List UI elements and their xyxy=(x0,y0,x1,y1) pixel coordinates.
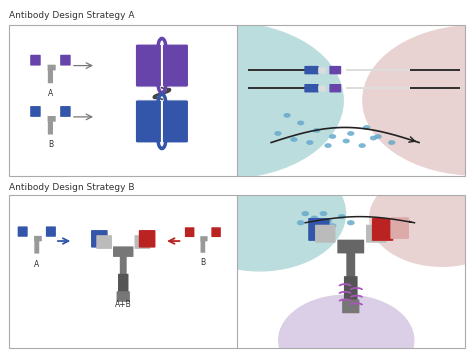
Circle shape xyxy=(324,219,332,224)
FancyBboxPatch shape xyxy=(372,218,393,241)
FancyBboxPatch shape xyxy=(318,86,326,92)
Circle shape xyxy=(313,128,320,133)
FancyBboxPatch shape xyxy=(308,218,329,241)
FancyBboxPatch shape xyxy=(34,241,39,253)
Circle shape xyxy=(278,295,414,355)
FancyBboxPatch shape xyxy=(139,230,155,247)
Circle shape xyxy=(374,134,382,139)
Circle shape xyxy=(306,140,313,145)
FancyBboxPatch shape xyxy=(34,236,42,241)
FancyBboxPatch shape xyxy=(391,217,409,239)
FancyBboxPatch shape xyxy=(47,65,56,70)
FancyBboxPatch shape xyxy=(30,106,41,117)
Circle shape xyxy=(283,113,291,118)
Circle shape xyxy=(297,120,304,125)
Circle shape xyxy=(297,220,305,225)
Text: A+B: A+B xyxy=(115,300,132,309)
FancyBboxPatch shape xyxy=(211,227,221,237)
Circle shape xyxy=(329,134,336,139)
FancyBboxPatch shape xyxy=(60,106,71,117)
Circle shape xyxy=(274,131,282,136)
FancyBboxPatch shape xyxy=(48,121,53,135)
Circle shape xyxy=(363,125,370,130)
FancyBboxPatch shape xyxy=(337,240,364,253)
Text: B: B xyxy=(201,258,205,267)
Circle shape xyxy=(324,143,332,148)
FancyBboxPatch shape xyxy=(185,227,194,237)
Bar xyxy=(248,69,305,71)
Circle shape xyxy=(388,140,395,145)
Circle shape xyxy=(362,25,474,176)
FancyBboxPatch shape xyxy=(136,100,162,143)
Circle shape xyxy=(107,22,344,179)
Circle shape xyxy=(370,136,377,141)
Text: Antibody Design Strategy A: Antibody Design Strategy A xyxy=(9,11,135,20)
FancyBboxPatch shape xyxy=(366,225,386,243)
FancyBboxPatch shape xyxy=(344,276,357,302)
FancyBboxPatch shape xyxy=(329,66,341,74)
Circle shape xyxy=(319,211,328,216)
FancyBboxPatch shape xyxy=(315,225,336,243)
FancyBboxPatch shape xyxy=(113,246,134,257)
Bar xyxy=(410,87,460,89)
Bar xyxy=(410,69,460,71)
FancyBboxPatch shape xyxy=(30,55,41,66)
Bar xyxy=(346,87,410,89)
Circle shape xyxy=(310,215,318,221)
FancyBboxPatch shape xyxy=(91,230,108,247)
Circle shape xyxy=(290,137,298,142)
FancyBboxPatch shape xyxy=(329,84,341,92)
FancyBboxPatch shape xyxy=(201,236,208,241)
Circle shape xyxy=(301,211,309,216)
FancyBboxPatch shape xyxy=(46,226,56,237)
FancyBboxPatch shape xyxy=(135,235,150,249)
Text: Antibody Design Strategy B: Antibody Design Strategy B xyxy=(9,182,135,192)
FancyBboxPatch shape xyxy=(304,66,319,74)
FancyBboxPatch shape xyxy=(346,253,355,279)
FancyBboxPatch shape xyxy=(162,100,189,143)
FancyBboxPatch shape xyxy=(201,241,205,253)
FancyBboxPatch shape xyxy=(60,55,71,66)
FancyBboxPatch shape xyxy=(136,44,162,87)
FancyBboxPatch shape xyxy=(118,274,128,294)
FancyBboxPatch shape xyxy=(47,116,56,122)
FancyBboxPatch shape xyxy=(18,226,27,237)
Circle shape xyxy=(369,169,474,267)
Circle shape xyxy=(328,223,337,228)
FancyBboxPatch shape xyxy=(342,300,359,313)
FancyBboxPatch shape xyxy=(304,84,319,92)
FancyBboxPatch shape xyxy=(120,256,127,276)
Bar xyxy=(248,87,305,89)
Bar xyxy=(346,69,410,71)
Circle shape xyxy=(358,143,366,148)
Circle shape xyxy=(347,131,355,136)
Text: A: A xyxy=(48,89,53,98)
FancyBboxPatch shape xyxy=(96,235,112,249)
Circle shape xyxy=(347,220,355,225)
Circle shape xyxy=(173,155,346,272)
Text: A: A xyxy=(34,260,39,269)
Circle shape xyxy=(338,214,346,219)
FancyBboxPatch shape xyxy=(318,67,326,73)
Circle shape xyxy=(343,138,350,143)
Text: B: B xyxy=(48,140,53,149)
FancyBboxPatch shape xyxy=(162,44,189,87)
FancyBboxPatch shape xyxy=(117,291,130,302)
Circle shape xyxy=(315,226,323,231)
FancyBboxPatch shape xyxy=(48,70,53,83)
